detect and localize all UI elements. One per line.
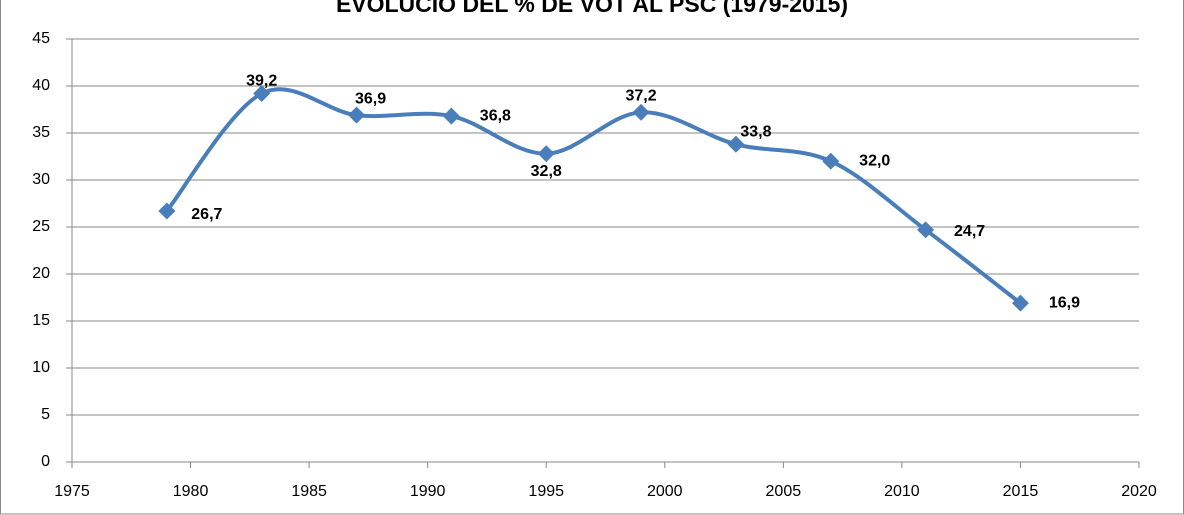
marker xyxy=(158,202,176,220)
y-tick-label: 15 xyxy=(32,312,50,329)
line xyxy=(165,87,1022,305)
y-tick-label: 45 xyxy=(32,30,50,47)
marker xyxy=(632,103,650,121)
x-tick-label: 1995 xyxy=(528,483,564,500)
chart-title: EVOLUCIÓ DEL % DE VOT AL PSC (1979-2015) xyxy=(336,0,848,17)
x-tick-label: 2010 xyxy=(884,483,920,500)
data-label: 16,9 xyxy=(1049,294,1080,311)
data-label: 39,2 xyxy=(246,73,277,90)
marker xyxy=(253,85,271,103)
y-tick-label: 25 xyxy=(32,218,50,235)
data-label: 33,8 xyxy=(740,123,771,140)
y-tick-label: 30 xyxy=(32,171,50,188)
data-label: 32,0 xyxy=(859,152,890,169)
data-label: 26,7 xyxy=(191,206,222,223)
marker xyxy=(917,221,935,239)
x-tick-label: 2020 xyxy=(1121,483,1157,500)
marker xyxy=(727,135,745,153)
y-tick-label: 5 xyxy=(41,406,50,423)
y-tick-label: 0 xyxy=(41,453,50,470)
data-label: 37,2 xyxy=(625,88,656,105)
x-tick-label: 1975 xyxy=(54,483,90,500)
y-tick-label: 40 xyxy=(32,77,50,94)
marker xyxy=(822,152,840,170)
marker xyxy=(537,145,555,163)
data-label: 36,9 xyxy=(355,90,386,107)
y-tick-label: 10 xyxy=(32,359,50,376)
x-tick-label: 2015 xyxy=(1003,483,1039,500)
x-tick-label: 2000 xyxy=(647,483,683,500)
x-tick-label: 1980 xyxy=(173,483,209,500)
x-tick-label: 1985 xyxy=(291,483,327,500)
marker xyxy=(348,106,366,124)
data-label: 24,7 xyxy=(954,223,985,240)
data-label: 36,8 xyxy=(480,107,511,124)
x-tick-label: 1990 xyxy=(410,483,446,500)
data-label: 32,8 xyxy=(531,163,562,180)
y-tick-label: 35 xyxy=(32,124,50,141)
x-tick-label: 2005 xyxy=(766,483,802,500)
marker xyxy=(442,107,460,125)
y-tick-label: 20 xyxy=(32,265,50,282)
